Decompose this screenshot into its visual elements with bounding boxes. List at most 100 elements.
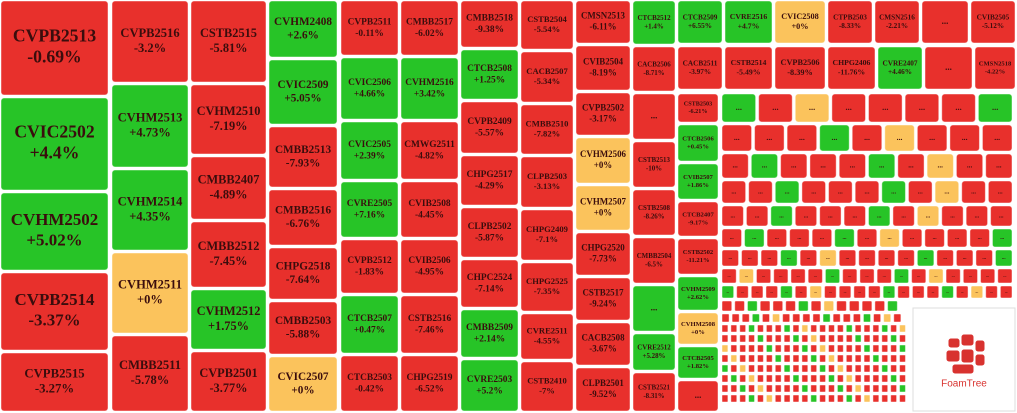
more-label: ... [877,213,882,219]
tile [842,268,858,284]
tile [761,313,771,323]
tile [823,300,835,312]
tile [792,374,800,383]
tile [890,324,898,333]
more-label: ... [946,290,949,294]
tile [520,51,574,103]
tile [724,46,773,90]
tile-value: -7.14% [475,284,504,294]
tile [836,334,844,343]
more-label: ... [734,133,740,142]
tile [783,364,791,373]
tile [863,334,871,343]
tile [874,300,886,312]
tile [785,300,796,312]
tile-label: CMBB2504 [637,253,672,260]
tile [836,384,844,393]
tile [819,324,827,333]
more-label: ... [975,213,980,219]
tile-value: -8.31% [643,393,664,400]
tile [783,374,791,383]
tile [819,394,827,403]
more-label: ... [752,235,757,241]
tile-value: -7.46% [415,325,444,335]
more-label: ... [758,189,763,196]
tile-label: CSTB2502 [683,249,714,256]
tile [854,180,880,204]
tile [575,185,631,231]
tile [268,126,338,188]
tile [828,324,835,333]
tile-label: CHPG2409 [526,224,568,234]
tile [340,57,399,120]
tile-value: -4.45% [415,210,444,220]
tile [460,359,519,412]
tile [899,364,906,373]
tile [899,334,906,343]
tile [828,364,835,373]
tile [862,313,872,323]
tile [863,344,871,353]
tile-label: CHPG2525 [526,276,568,286]
tile [810,364,818,373]
tile [736,285,749,299]
tile [746,300,758,312]
tile [872,364,880,373]
more-label: ... [1003,273,1006,278]
tile [757,384,764,393]
tile [977,93,1013,123]
more-label: ... [942,16,949,26]
tile [632,141,676,188]
tile [792,364,800,373]
tile [809,153,837,179]
tile [884,124,915,152]
tile-value: +0% [594,207,613,217]
tile-value: +4.46% [888,68,912,76]
tile [770,205,793,227]
tile [677,276,719,311]
tile [111,84,189,168]
more-label: ... [730,235,735,241]
more-label: ... [807,256,811,261]
logo-cell [960,348,975,364]
tile-label: CHPG2517 [467,170,513,180]
tile [765,324,773,333]
tile [801,394,809,403]
tile [575,367,631,412]
more-label: ... [900,273,903,278]
tile-label: CVPB2511 [348,18,392,28]
tile-value: -3.37% [28,311,80,330]
tile [730,374,738,383]
tile [632,93,676,140]
tile [868,205,891,227]
tile-value: -11.21% [686,257,709,264]
tile-value: -9.52% [589,389,617,399]
tile [632,333,676,371]
tile-label: CSTB2514 [731,58,767,67]
tile [780,285,793,299]
tile [460,155,519,206]
tile-value: -7.45% [209,254,247,268]
tile [739,394,747,403]
tile [799,249,818,267]
tile-value: -8.71% [643,70,664,77]
tile [941,205,964,227]
tile-label: CMBB2516 [275,204,331,216]
tile [845,354,853,363]
tile-label: CTCB2512 [637,15,671,22]
tile [831,93,866,123]
tile [881,324,889,333]
more-label: ... [919,103,925,112]
tile [907,180,933,204]
tile [819,344,827,353]
more-label: ... [728,256,732,261]
tile [921,0,969,44]
tile [268,59,338,125]
tile [868,153,896,179]
tile [739,334,747,343]
tile [792,334,800,343]
more-label: ... [797,235,802,241]
tile [854,374,862,383]
tile-value: -0.11% [355,29,383,39]
